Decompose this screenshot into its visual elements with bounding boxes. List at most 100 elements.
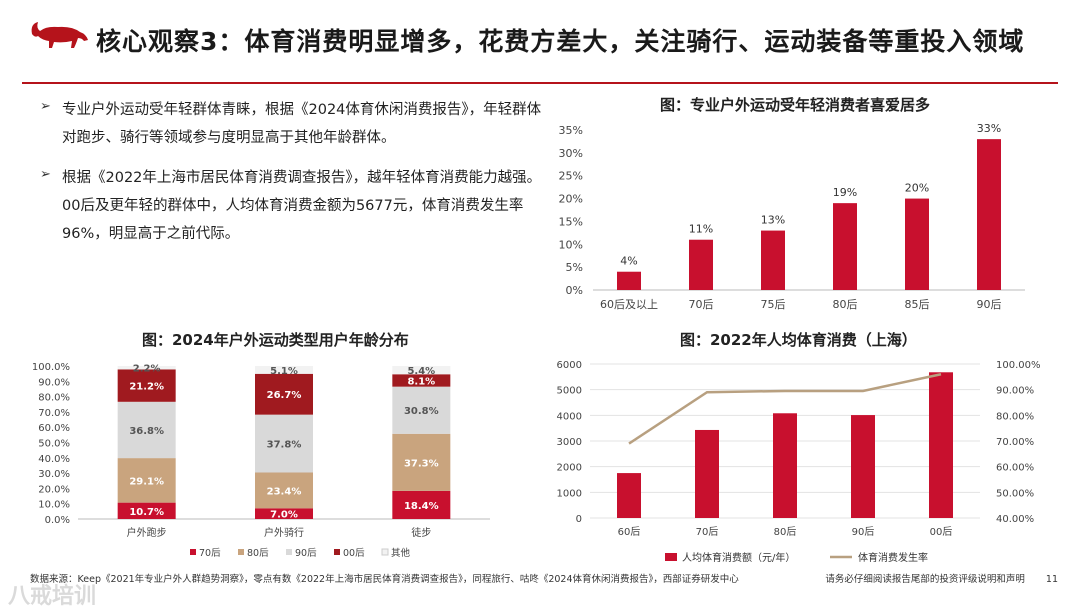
- segment-label: 7.0%: [270, 510, 298, 521]
- stack-segment: [392, 386, 451, 434]
- bar-value-label: 19%: [833, 186, 857, 199]
- arrow-bullet-icon: ➢: [40, 167, 51, 182]
- segment-label: 23.4%: [267, 486, 302, 497]
- x-tick-label: 户外跑步: [127, 526, 167, 539]
- legend-label: 90后: [295, 548, 317, 559]
- x-tick-label: 85后: [905, 298, 930, 311]
- rate-line: [628, 373, 942, 445]
- bar: [773, 413, 797, 518]
- legend-swatch: [190, 549, 196, 555]
- y-tick-label: 35%: [559, 124, 583, 137]
- stack-segment: [117, 366, 176, 370]
- segment-label: 5.4%: [407, 366, 435, 377]
- x-tick-label: 90后: [977, 298, 1002, 311]
- legend-swatch: [665, 553, 677, 561]
- age-preference-bar-chart: 0% 5% 10% 15% 20% 25% 30% 35% 4% 60后及以上 11% 70后 13% 7…: [559, 122, 1025, 311]
- stack-segment: [392, 433, 451, 491]
- watermark: 八戒培训: [8, 584, 97, 609]
- bullet-text: 专业户外运动受年轻群体青睐，根据《2024体育休闲消费报告》，年轻群体对跑步、骑…: [62, 102, 542, 146]
- y-tick-label: 30%: [559, 147, 583, 160]
- y-right-tick-label: 60.00%: [996, 463, 1034, 474]
- page-number: 11: [1045, 574, 1058, 585]
- y-tick-label: 100.0%: [32, 362, 70, 373]
- segment-label: 5.1%: [270, 366, 298, 377]
- x-tick-label: 70后: [696, 526, 719, 538]
- stack-segment: [255, 472, 313, 509]
- y-tick-label: 60.0%: [38, 423, 70, 434]
- per-capita-consumption-combo-chart: 0 1000 2000 3000 4000 5000 6000 40.00% 50.00% 60.…: [557, 360, 1041, 564]
- chart1-title: 图：专业户外运动受年轻消费者喜爱居多: [660, 96, 931, 114]
- stack-segment: [255, 366, 313, 374]
- y-left-tick-label: 3000: [557, 437, 582, 448]
- y-tick-label: 25%: [559, 170, 583, 183]
- bar: [905, 198, 929, 290]
- y-tick-label: 40.0%: [38, 454, 70, 465]
- y-right-tick-label: 50.00%: [996, 488, 1034, 499]
- footer-source: 数据来源：Keep《2021年专业户外人群趋势洞察》，零点有数《2022年上海市…: [30, 574, 739, 585]
- bar-value-label: 11%: [689, 223, 713, 236]
- x-tick-label: 徒步: [411, 526, 431, 539]
- legend-swatch: [286, 549, 292, 555]
- y-left-tick-label: 6000: [557, 360, 582, 371]
- segment-label: 26.7%: [267, 390, 302, 401]
- bar: [695, 429, 719, 518]
- chart2-title: 图：2024年户外运动类型用户年龄分布: [142, 331, 409, 349]
- arrow-bullet-icon: ➢: [40, 99, 51, 114]
- y-left-tick-label: 2000: [557, 463, 582, 474]
- stack-segment: [255, 508, 313, 519]
- bar-value-label: 20%: [905, 182, 929, 195]
- x-tick-label: 70后: [689, 298, 714, 311]
- y-right-tick-label: 90.00%: [996, 386, 1034, 397]
- segment-label: 21.2%: [129, 382, 164, 393]
- y-tick-label: 20.0%: [38, 484, 70, 495]
- segment-label: 2.2%: [133, 364, 161, 375]
- legend-label: 体育消费发生率: [858, 551, 928, 564]
- y-tick-label: 5%: [566, 261, 583, 274]
- segment-label: 36.8%: [129, 426, 164, 437]
- stack-segment: [255, 373, 313, 415]
- legend-label: 70后: [199, 548, 221, 559]
- bar-value-label: 4%: [620, 255, 637, 268]
- stack-segment: [117, 458, 176, 503]
- y-tick-label: 30.0%: [38, 469, 70, 480]
- y-tick-label: 0%: [566, 284, 583, 297]
- legend-label: 80后: [247, 548, 269, 559]
- stack-segment: [117, 502, 176, 519]
- footer-disclaimer: 请务必仔细阅读报告尾部的投资评级说明和声明: [825, 574, 1025, 585]
- chart3-title: 图：2022年人均体育消费（上海）: [680, 331, 917, 349]
- y-tick-label: 70.0%: [38, 408, 70, 419]
- footer: 数据来源：Keep《2021年专业户外人群趋势洞察》，零点有数《2022年上海市…: [30, 571, 1058, 585]
- bar: [977, 139, 1001, 290]
- segment-label: 18.4%: [404, 501, 439, 512]
- y-left-tick-label: 4000: [557, 411, 582, 422]
- y-tick-label: 50.0%: [38, 439, 70, 450]
- x-tick-label: 80后: [774, 526, 797, 538]
- bull-logo-icon: [31, 22, 89, 48]
- segment-label: 37.3%: [404, 458, 439, 469]
- y-tick-label: 20%: [559, 193, 583, 206]
- y-tick-label: 0.0%: [45, 515, 70, 526]
- bar: [833, 203, 857, 290]
- page-title: 核心观察3：体育消费明显增多，花费方差大，关注骑行、运动装备等重投入领域: [96, 27, 1025, 56]
- legend-swatch: [334, 549, 340, 555]
- y-left-tick-label: 5000: [557, 386, 582, 397]
- y-tick-label: 90.0%: [38, 377, 70, 388]
- bar: [617, 271, 641, 290]
- bullet-item: ➢ 专业户外运动受年轻群体青睐，根据《2024体育休闲消费报告》，年轻群体对跑步…: [40, 96, 550, 152]
- segment-label: 10.7%: [129, 507, 164, 518]
- y-tick-label: 10%: [559, 238, 583, 251]
- bar-value-label: 33%: [977, 122, 1001, 135]
- stack-segment: [392, 374, 451, 387]
- segment-label: 29.1%: [129, 476, 164, 487]
- stack-segment: [392, 490, 451, 519]
- x-tick-label: 80后: [833, 298, 858, 311]
- bullet-list: ➢ 专业户外运动受年轻群体青睐，根据《2024体育休闲消费报告》，年轻群体对跑步…: [40, 96, 550, 260]
- x-tick-label: 90后: [852, 526, 875, 538]
- legend-label: 其他: [391, 547, 411, 559]
- bar: [851, 415, 875, 518]
- x-tick-label: 60后及以上: [600, 298, 658, 311]
- legend-label: 人均体育消费额（元/年）: [682, 551, 795, 564]
- bullet-item: ➢ 根据《2022年上海市居民体育消费调查报告》，越年轻体育消费能力越强。00后…: [40, 164, 550, 248]
- bullet-text: 根据《2022年上海市居民体育消费调查报告》，越年轻体育消费能力越强。00后及更…: [62, 170, 542, 242]
- y-tick-label: 10.0%: [38, 500, 70, 511]
